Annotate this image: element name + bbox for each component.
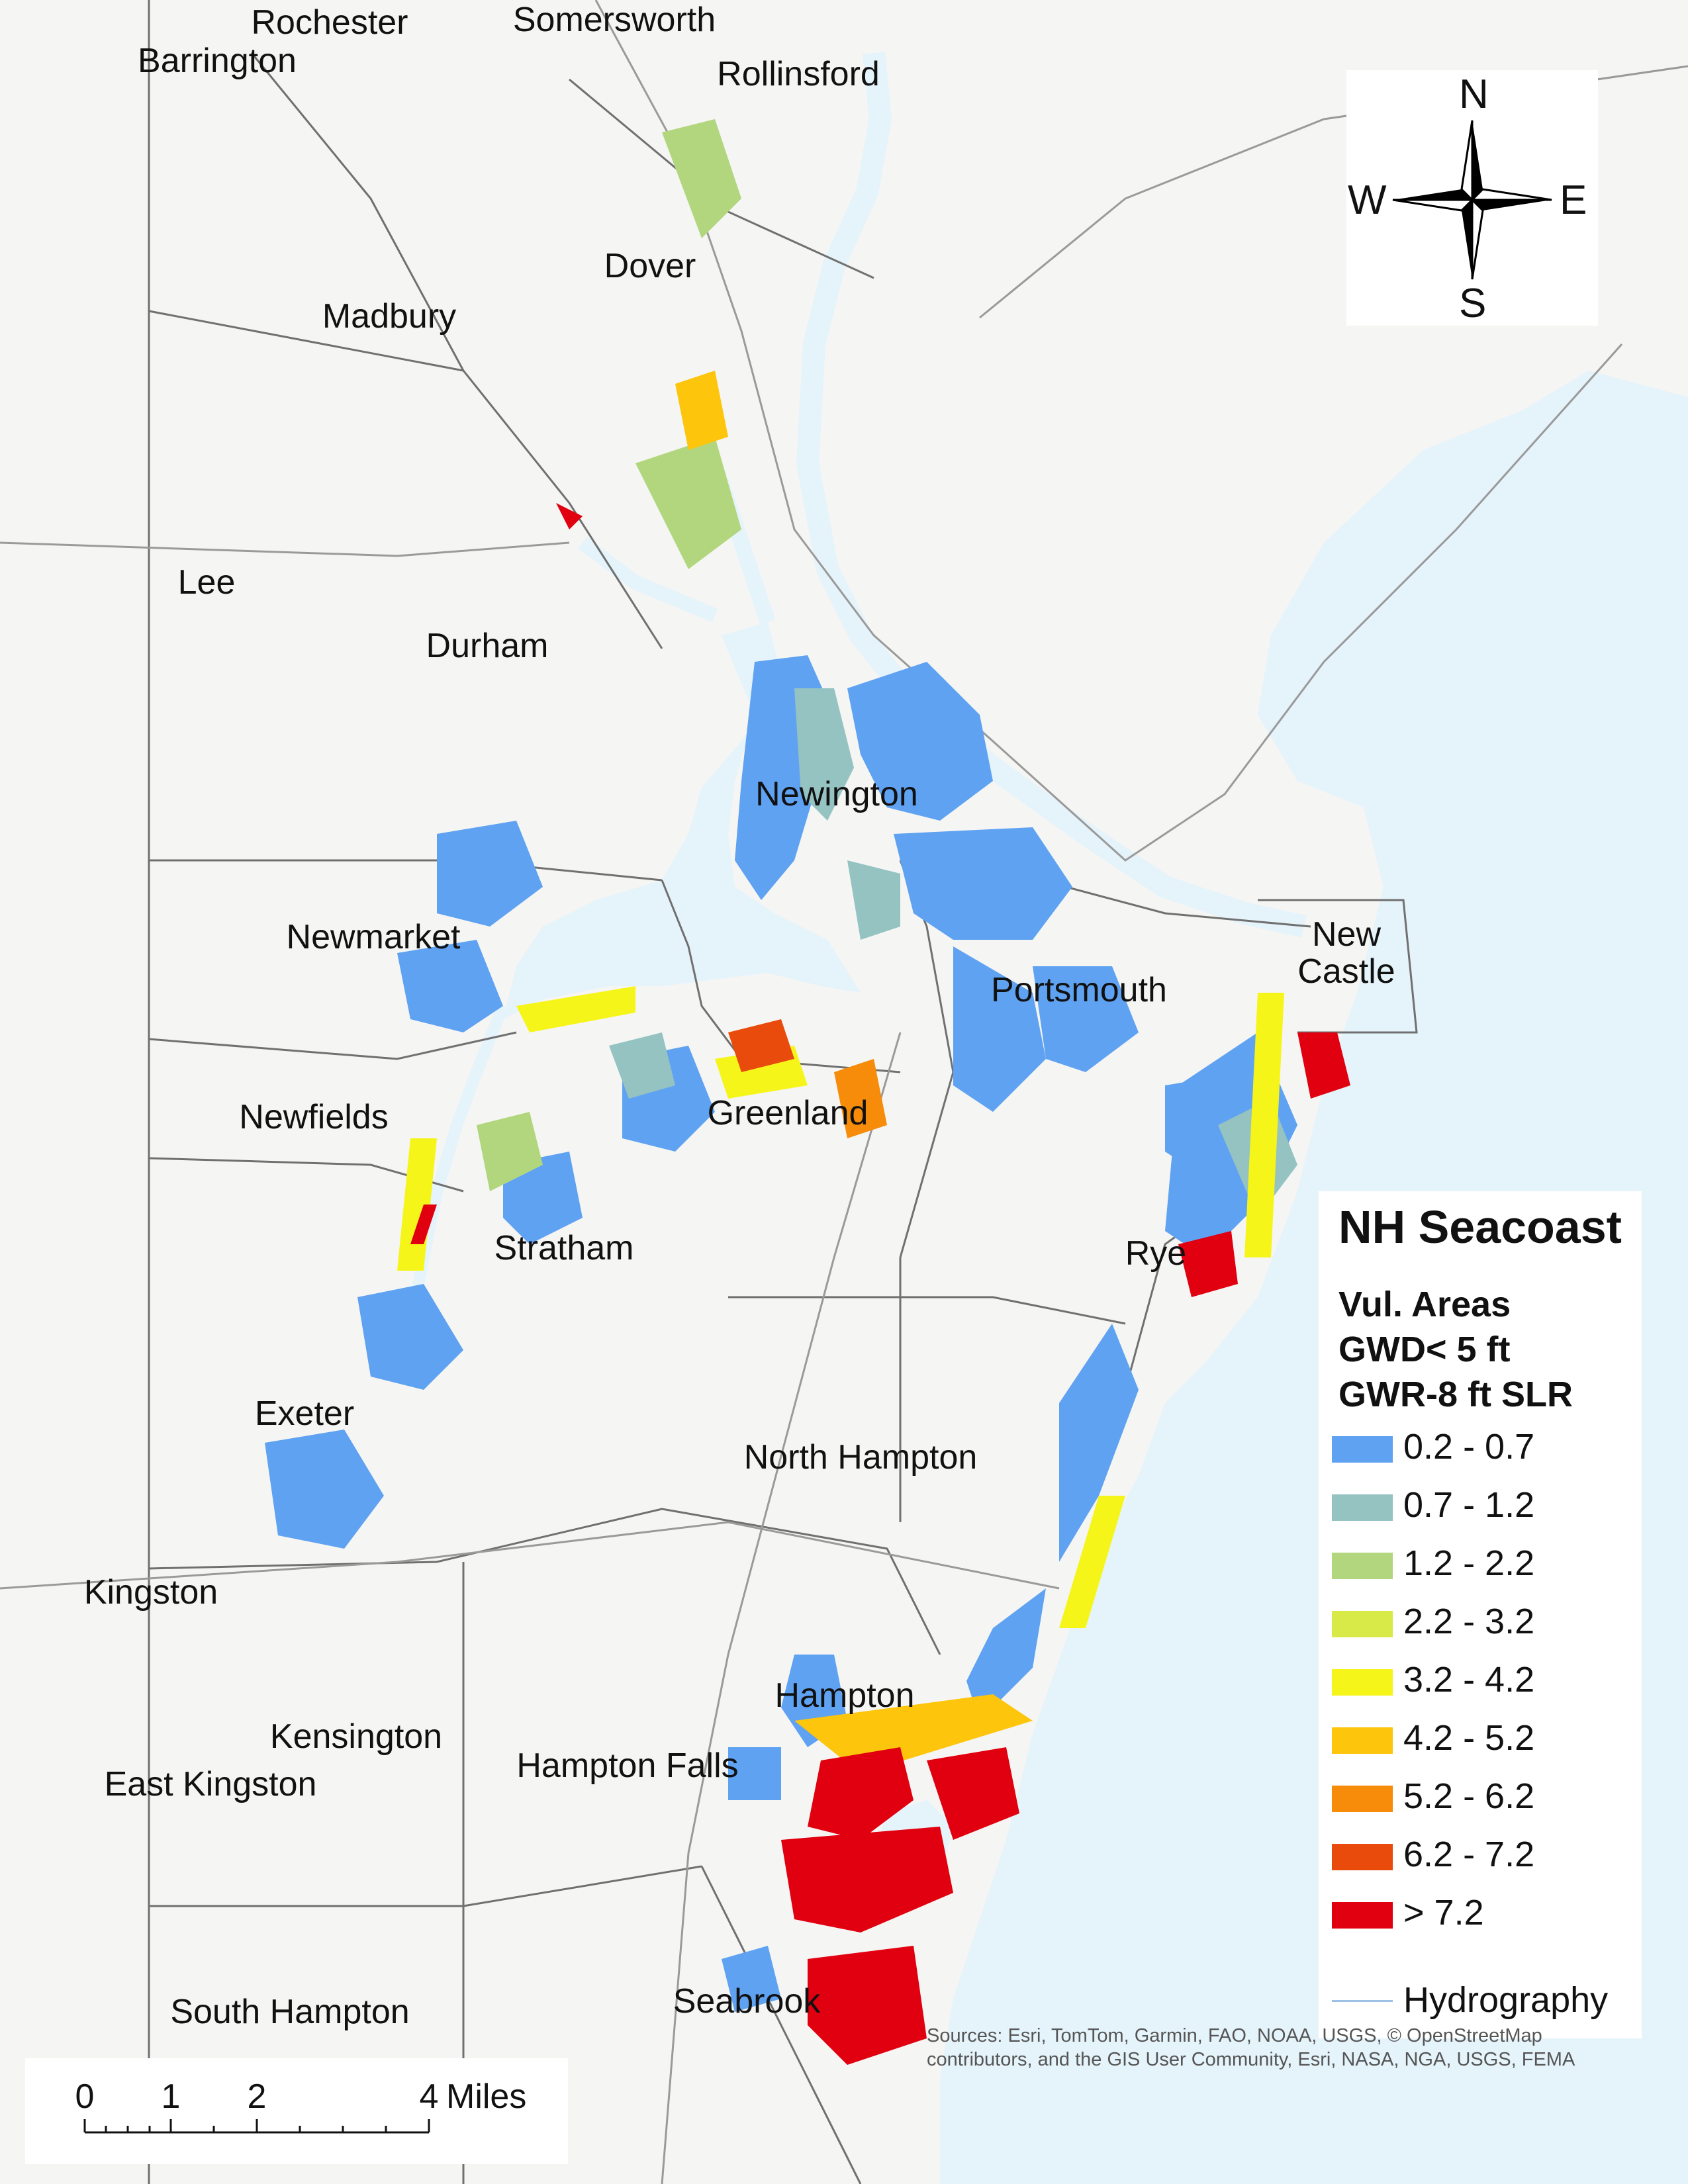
town-label-durham: Durham <box>426 627 549 665</box>
town-label-portsmouth: Portsmouth <box>991 971 1167 1009</box>
scale-bar-graphic <box>83 2119 430 2134</box>
legend-subtitle-line: Vul. Areas <box>1338 1285 1511 1324</box>
map-legend: NH Seacoast Vul. Areas GWD< 5 ft GWR-8 f… <box>1319 1191 1642 2038</box>
town-label-dover: Dover <box>604 247 696 285</box>
legend-title: NH Seacoast <box>1338 1201 1622 1253</box>
town-label-barrington: Barrington <box>138 42 297 80</box>
legend-item-label: 3.2 - 4.2 <box>1403 1660 1535 1700</box>
legend-item-label: 6.2 - 7.2 <box>1403 1835 1535 1874</box>
north-arrow-compass: N S E W <box>1346 70 1598 326</box>
town-label-hampton-falls: Hampton Falls <box>516 1747 739 1785</box>
legend-item-label: > 7.2 <box>1403 1893 1484 1933</box>
town-label-greenland: Greenland <box>707 1094 868 1132</box>
legend-swatch <box>1332 1844 1393 1870</box>
town-label-madbury: Madbury <box>322 297 457 336</box>
scale-tick-label: 1 <box>161 2077 181 2116</box>
town-label-east-kingston: East Kingston <box>104 1765 317 1803</box>
legend-swatch <box>1332 1553 1393 1579</box>
town-label-hampton: Hampton <box>774 1676 915 1715</box>
town-label-north-hampton: North Hampton <box>743 1438 978 1477</box>
scale-tick-label: 2 <box>247 2077 267 2116</box>
legend-swatch <box>1332 1786 1393 1812</box>
town-label-south-hampton: South Hampton <box>170 1993 410 2031</box>
legend-swatch <box>1332 1669 1393 1696</box>
piscataqua-river <box>796 52 1307 938</box>
river-branch-2 <box>578 537 718 623</box>
legend-item-label: 0.2 - 0.7 <box>1403 1427 1535 1467</box>
map-attribution: Sources: Esri, TomTom, Garmin, FAO, NOAA… <box>927 2025 1575 2071</box>
town-label-newfields: Newfields <box>239 1098 389 1136</box>
legend-item-label: 4.2 - 5.2 <box>1403 1718 1535 1758</box>
town-label-kingston: Kingston <box>83 1573 218 1612</box>
legend-swatch <box>1332 1727 1393 1754</box>
legend-subtitle-line: GWD< 5 ft <box>1338 1330 1511 1369</box>
legend-swatch <box>1332 1494 1393 1521</box>
vulnerability-areas <box>265 119 1350 2065</box>
compass-south: S <box>1459 281 1487 326</box>
town-label-rollinsford: Rollinsford <box>717 55 880 93</box>
legend-swatch <box>1332 1902 1393 1929</box>
town-label-kensington: Kensington <box>269 1717 443 1756</box>
town-label-lee: Lee <box>177 563 236 602</box>
compass-west: W <box>1348 177 1387 223</box>
scale-tick-label: 4 <box>419 2077 439 2116</box>
town-label-exeter: Exeter <box>254 1394 355 1433</box>
compass-north: N <box>1459 71 1489 117</box>
legend-swatch <box>1332 1436 1393 1463</box>
legend-item-label: 5.2 - 6.2 <box>1403 1776 1535 1816</box>
scale-bar: 0 1 2 4 Miles <box>25 2058 568 2164</box>
legend-swatch <box>1332 1611 1393 1637</box>
legend-item-label: Hydrography <box>1403 1980 1609 2020</box>
town-label-rye: Rye <box>1125 1234 1187 1273</box>
legend-item-label: 2.2 - 3.2 <box>1403 1602 1535 1641</box>
legend-subtitle-line: GWR-8 ft SLR <box>1338 1375 1573 1414</box>
compass-east: E <box>1560 177 1587 223</box>
town-label-somersworth: Somersworth <box>512 1 716 39</box>
legend-item-label: 0.7 - 1.2 <box>1403 1485 1535 1525</box>
town-label-stratham: Stratham <box>494 1229 634 1267</box>
compass-rose-icon <box>1392 120 1552 280</box>
hydrography-line-icon <box>1332 2000 1393 2002</box>
town-label-new-castle: New Castle <box>1297 915 1395 991</box>
town-label-newington: Newington <box>755 775 918 813</box>
scale-unit-label: Miles <box>446 2077 527 2116</box>
town-label-seabrook: Seabrook <box>673 1982 821 2021</box>
great-bay <box>503 622 861 1019</box>
legend-item-label: 1.2 - 2.2 <box>1403 1543 1535 1583</box>
town-label-newmarket: Newmarket <box>286 918 461 956</box>
scale-tick-label: 0 <box>75 2077 95 2116</box>
town-label-rochester: Rochester <box>251 3 408 42</box>
